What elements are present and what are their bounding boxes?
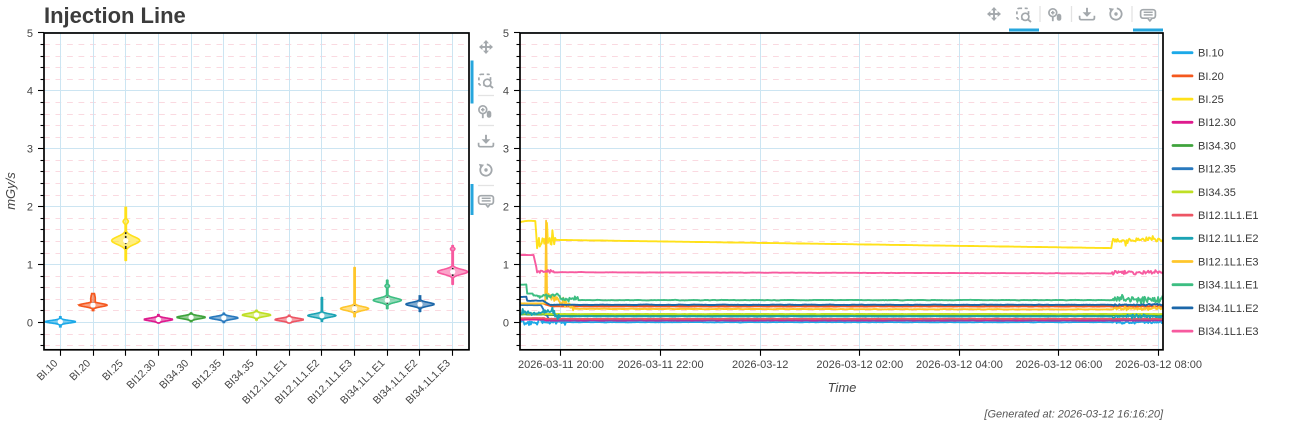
svg-text:BI12.35: BI12.35: [1198, 164, 1236, 176]
svg-text:mGy/s: mGy/s: [3, 172, 18, 210]
svg-text:0: 0: [503, 317, 509, 329]
svg-text:2: 2: [27, 202, 33, 214]
svg-text:BI12.1L1.E1: BI12.1L1.E1: [1198, 210, 1259, 222]
svg-text:3: 3: [27, 144, 33, 156]
svg-text:5: 5: [503, 28, 509, 40]
svg-text:BI12.1L1.E2: BI12.1L1.E2: [1198, 233, 1259, 245]
svg-text:2026-03-12 02:00: 2026-03-12 02:00: [816, 359, 903, 371]
svg-text:BI34.30: BI34.30: [1198, 140, 1236, 152]
svg-text:BI34.1L1.E1: BI34.1L1.E1: [1198, 280, 1259, 292]
svg-text:0: 0: [27, 317, 33, 329]
svg-text:[Generated at: 2026-03-12 16:1: [Generated at: 2026-03-12 16:16:20]: [983, 409, 1164, 421]
svg-text:BI12.1L1.E3: BI12.1L1.E3: [1198, 256, 1259, 268]
svg-text:1: 1: [27, 259, 33, 271]
svg-text:2026-03-12 04:00: 2026-03-12 04:00: [916, 359, 1003, 371]
svg-text:BI.20: BI.20: [1198, 71, 1224, 83]
svg-text:1: 1: [503, 259, 509, 271]
svg-text:4: 4: [27, 86, 33, 98]
svg-text:BI.25: BI.25: [1198, 94, 1224, 106]
svg-text:2026-03-11 22:00: 2026-03-11 22:00: [618, 359, 704, 371]
svg-text:Injection Line: Injection Line: [44, 3, 186, 28]
svg-text:2026-03-12 08:00: 2026-03-12 08:00: [1115, 359, 1202, 371]
svg-text:2: 2: [503, 202, 509, 214]
svg-text:4: 4: [503, 86, 509, 98]
svg-text:3: 3: [503, 144, 509, 156]
svg-text:2026-03-12: 2026-03-12: [732, 359, 788, 371]
svg-text:2026-03-12 06:00: 2026-03-12 06:00: [1016, 359, 1103, 371]
svg-text:BI34.35: BI34.35: [1198, 187, 1236, 199]
svg-text:Time: Time: [828, 380, 857, 395]
svg-text:2026-03-11 20:00: 2026-03-11 20:00: [518, 359, 604, 371]
svg-text:BI12.30: BI12.30: [1198, 117, 1236, 129]
svg-text:BI34.1L1.E3: BI34.1L1.E3: [1198, 326, 1259, 338]
svg-text:BI.10: BI.10: [1198, 48, 1224, 60]
svg-text:BI34.1L1.E2: BI34.1L1.E2: [1198, 303, 1259, 315]
svg-text:5: 5: [27, 28, 33, 40]
